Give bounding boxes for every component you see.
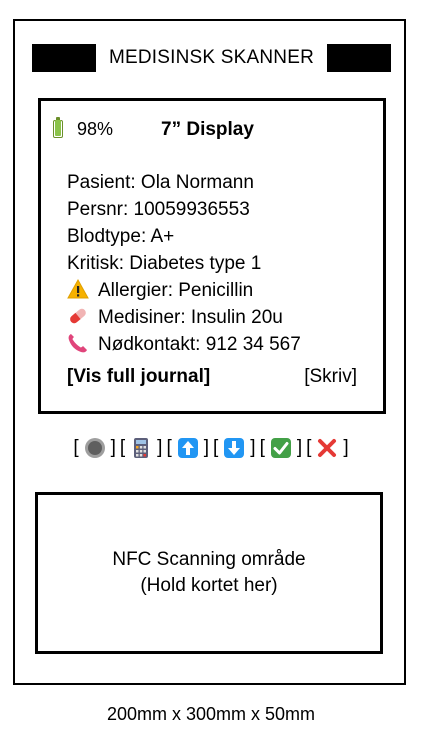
- write-button[interactable]: [Skriv]: [304, 366, 357, 387]
- title-bar-left-block: [32, 44, 96, 72]
- phone-icon: [68, 334, 87, 353]
- cross-mark-icon: [318, 439, 337, 457]
- bracket-open: [: [306, 437, 312, 458]
- nfc-title: NFC Scanning område: [112, 549, 306, 570]
- record-button-icon: [84, 438, 105, 458]
- bracket-close: ]: [250, 437, 256, 458]
- allergy-text: Allergier: Penicillin: [98, 280, 254, 301]
- view-full-journal-button[interactable]: [Vis full journal]: [67, 366, 211, 387]
- bracket-open: [: [166, 437, 172, 458]
- check-mark-icon: [270, 438, 291, 458]
- bracket-close: ]: [296, 437, 303, 458]
- calculator-icon: [134, 438, 149, 458]
- down-arrow-icon: [224, 438, 245, 458]
- device-title: MEDISINSK SKANNER: [108, 47, 315, 68]
- bracket-open: [: [73, 437, 79, 458]
- patient-info: Pasient: Ola Normann Persnr: 10059936553…: [67, 169, 367, 358]
- bracket-close: ]: [157, 437, 163, 458]
- device-dimensions: 200mm x 300mm x 50mm: [106, 704, 316, 724]
- title-bar: MEDISINSK SKANNER: [32, 44, 391, 72]
- patient-contact: Nødkontakt: 912 34 567: [67, 331, 367, 358]
- bracket-close: ]: [203, 437, 209, 458]
- display-screen: 98% 7” Display Pasient: Ola Normann Pers…: [38, 98, 386, 414]
- pill-icon: [70, 308, 86, 324]
- patient-allergy: Allergier: Penicillin: [67, 277, 367, 304]
- battery-icon: [53, 117, 63, 138]
- bracket-close: ]: [110, 437, 116, 458]
- warning-icon: [67, 278, 89, 299]
- nfc-scan-area[interactable]: NFC Scanning område (Hold kortet her): [35, 492, 383, 654]
- battery-fill: [55, 120, 61, 136]
- device-frame: MEDISINSK SKANNER 98% 7” Display Pasient…: [13, 19, 406, 685]
- patient-bloodtype: Blodtype: A+: [67, 226, 175, 247]
- hardware-button-row: [ ] [ ] [ ] [ ] [: [0, 433, 422, 463]
- patient-persnr: Persnr: 10059936553: [67, 199, 250, 220]
- patient-name: Pasient: Ola Normann: [67, 172, 254, 193]
- contact-text: Nødkontakt: 912 34 567: [98, 334, 301, 355]
- patient-critical: Kritisk: Diabetes type 1: [67, 253, 262, 274]
- nfc-instruction: (Hold kortet her): [140, 575, 278, 596]
- battery-percent: 98%: [77, 119, 114, 139]
- bracket-open: [: [119, 437, 126, 458]
- confirm-button[interactable]: [ ]: [259, 437, 304, 459]
- cancel-button[interactable]: [ ]: [305, 437, 350, 459]
- title-bar-right-block: [327, 44, 391, 72]
- bracket-close: ]: [343, 437, 349, 458]
- display-label: 7” Display: [161, 119, 254, 140]
- status-row: 98% 7” Display: [53, 117, 371, 143]
- down-button[interactable]: [ ]: [212, 437, 257, 459]
- calculator-button[interactable]: [ ]: [119, 437, 164, 459]
- record-button[interactable]: [ ]: [72, 437, 117, 459]
- display-actions: [Vis full journal] [Skriv]: [67, 366, 357, 392]
- patient-medication: Medisiner: Insulin 20u: [67, 304, 367, 331]
- bracket-open: [: [213, 437, 219, 458]
- up-button[interactable]: [ ]: [165, 437, 210, 459]
- medication-text: Medisiner: Insulin 20u: [98, 307, 283, 328]
- bracket-open: [: [259, 437, 265, 458]
- up-arrow-icon: [177, 438, 198, 458]
